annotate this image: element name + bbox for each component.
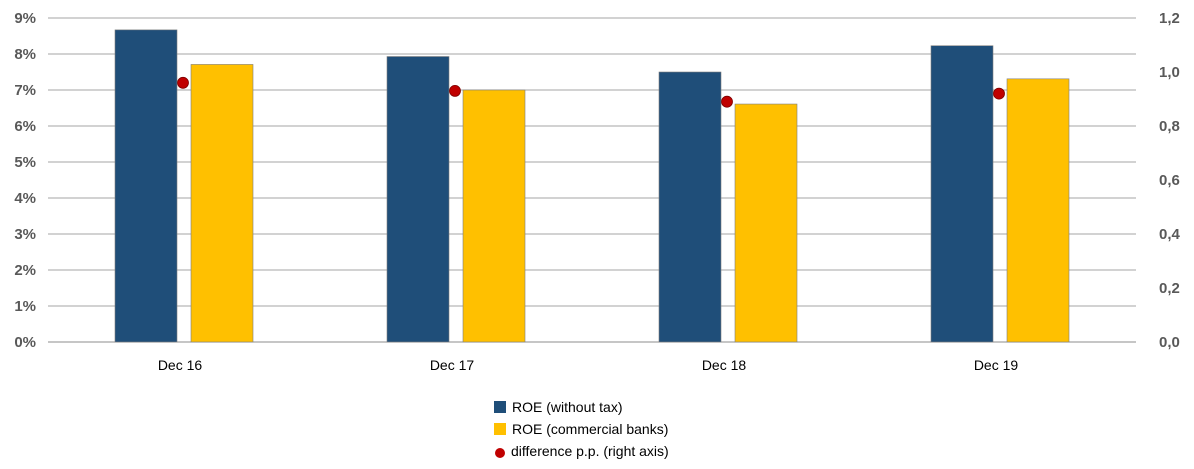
difference-point bbox=[993, 87, 1005, 100]
category-label: Dec 16 bbox=[158, 357, 203, 373]
difference-point bbox=[177, 76, 189, 89]
bar bbox=[658, 71, 722, 343]
legend-label-difference: difference p.p. (right axis) bbox=[511, 443, 669, 459]
bar bbox=[1006, 78, 1070, 343]
bars bbox=[114, 29, 1070, 343]
legend-item-difference: difference p.p. (right axis) bbox=[494, 440, 669, 462]
category-label: Dec 19 bbox=[974, 357, 1019, 373]
right-tick-label: 1,0 bbox=[1159, 64, 1180, 81]
category-label: Dec 17 bbox=[430, 357, 475, 373]
right-tick-label: 0,6 bbox=[1159, 172, 1180, 189]
left-tick-label: 6% bbox=[14, 118, 36, 135]
bar bbox=[930, 45, 994, 343]
difference-point bbox=[449, 85, 461, 97]
left-tick-label: 1% bbox=[14, 298, 36, 315]
legend-label-roe-commercial-banks: ROE (commercial banks) bbox=[512, 421, 669, 437]
left-tick-label: 7% bbox=[14, 82, 36, 99]
left-axis: 0% 1% 2% 3% 4% 5% 6% 7% 8% 9% bbox=[14, 10, 36, 351]
bar bbox=[462, 89, 526, 343]
left-tick-label: 2% bbox=[14, 262, 36, 279]
right-tick-label: 0,4 bbox=[1159, 226, 1181, 243]
legend-dot-difference bbox=[495, 448, 505, 458]
legend-swatch-roe-without-tax bbox=[494, 401, 506, 413]
left-tick-label: 5% bbox=[14, 154, 36, 171]
legend-swatch-roe-commercial-banks bbox=[494, 423, 506, 435]
legend: ROE (without tax) ROE (commercial banks)… bbox=[494, 396, 669, 462]
right-tick-label: 0,8 bbox=[1159, 118, 1180, 135]
category-labels: Dec 16 Dec 17 Dec 18 Dec 19 bbox=[158, 357, 1019, 373]
right-tick-label: 0,2 bbox=[1159, 280, 1180, 297]
bar bbox=[386, 56, 450, 343]
bar bbox=[190, 64, 254, 343]
bar bbox=[114, 29, 178, 343]
left-tick-label: 0% bbox=[14, 334, 36, 351]
legend-item-roe-commercial-banks: ROE (commercial banks) bbox=[494, 418, 669, 440]
left-tick-label: 3% bbox=[14, 226, 36, 243]
right-tick-label: 0,0 bbox=[1159, 334, 1180, 351]
right-axis: 0,0 0,2 0,4 0,6 0,8 1,0 1,2 bbox=[1159, 10, 1181, 351]
difference-point bbox=[721, 95, 733, 108]
legend-item-roe-without-tax: ROE (without tax) bbox=[494, 396, 669, 418]
left-tick-label: 9% bbox=[14, 10, 36, 27]
left-tick-label: 4% bbox=[14, 190, 36, 207]
bar bbox=[734, 103, 798, 343]
difference-points bbox=[177, 76, 1005, 108]
category-label: Dec 18 bbox=[702, 357, 747, 373]
legend-label-roe-without-tax: ROE (without tax) bbox=[512, 399, 623, 415]
right-tick-label: 1,2 bbox=[1159, 10, 1180, 27]
left-tick-label: 8% bbox=[14, 46, 36, 63]
